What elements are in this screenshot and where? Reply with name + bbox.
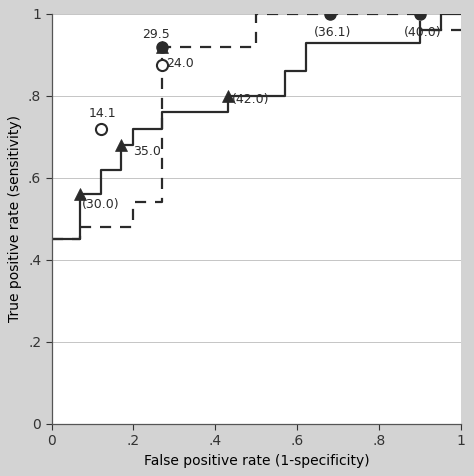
Text: 35.0: 35.0	[134, 145, 161, 158]
Text: 14.1: 14.1	[89, 108, 116, 120]
Text: (30.0): (30.0)	[82, 198, 120, 211]
Text: (42.0): (42.0)	[232, 93, 269, 107]
Text: 24.0: 24.0	[166, 58, 194, 70]
Text: (40.0): (40.0)	[404, 26, 441, 39]
X-axis label: False positive rate (1-specificity): False positive rate (1-specificity)	[144, 454, 369, 467]
Text: 29.5: 29.5	[142, 28, 169, 41]
Y-axis label: True positive rate (sensitivity): True positive rate (sensitivity)	[9, 115, 22, 322]
Text: (36.1): (36.1)	[314, 26, 351, 39]
